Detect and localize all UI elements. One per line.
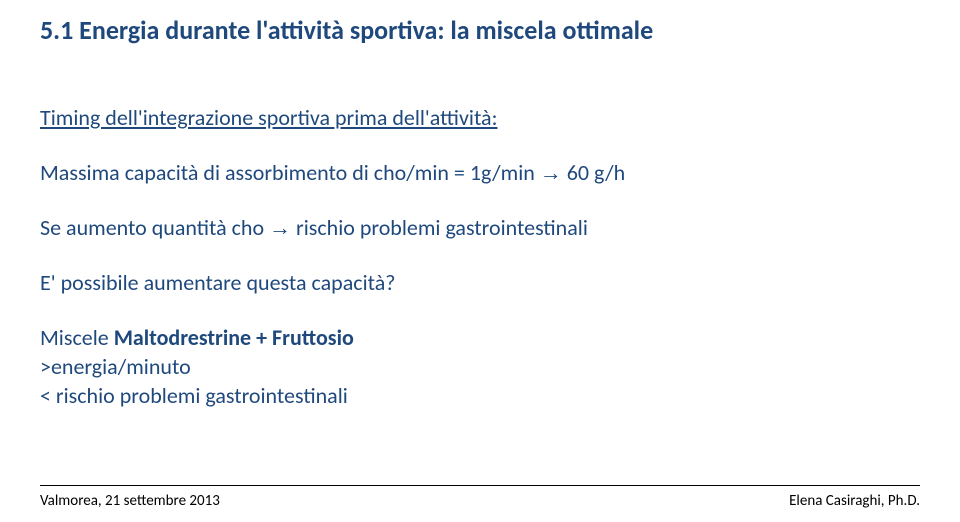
slide: 5.1 Energia durante l'attività sportiva:… [0,0,960,522]
slide-subtitle: Timing dell'integrazione sportiva prima … [40,104,920,131]
arrow-right-icon: → [269,215,291,240]
body-text-bold: Maltodrestrine + Fruttosio [114,324,354,351]
body-text: Massima capacità di assorbimento di cho/… [40,159,540,186]
body-line-2: Se aumento quantità cho → rischio proble… [40,214,920,241]
slide-footer: Valmorea, 21 settembre 2013 Elena Casira… [40,485,920,510]
body-line-1: Massima capacità di assorbimento di cho/… [40,159,920,186]
body-line-3: E' possibile aumentare questa capacità? [40,269,920,296]
body-line-6: < rischio problemi gastrointestinali [40,382,920,409]
footer-right: Elena Casiraghi, Ph.D. [789,492,920,510]
slide-title: 5.1 Energia durante l'attività sportiva:… [40,14,920,46]
body-line-5: >energia/minuto [40,353,920,380]
footer-left: Valmorea, 21 settembre 2013 [40,492,220,510]
arrow-right-icon: → [540,160,562,185]
body-text: rischio problemi gastrointestinali [291,214,588,241]
body-line-4: Miscele Maltodrestrine + Fruttosio [40,324,920,351]
body-text: Miscele [40,324,114,351]
body-text: 60 g/h [562,159,625,186]
body-text: Se aumento quantità cho [40,214,269,241]
